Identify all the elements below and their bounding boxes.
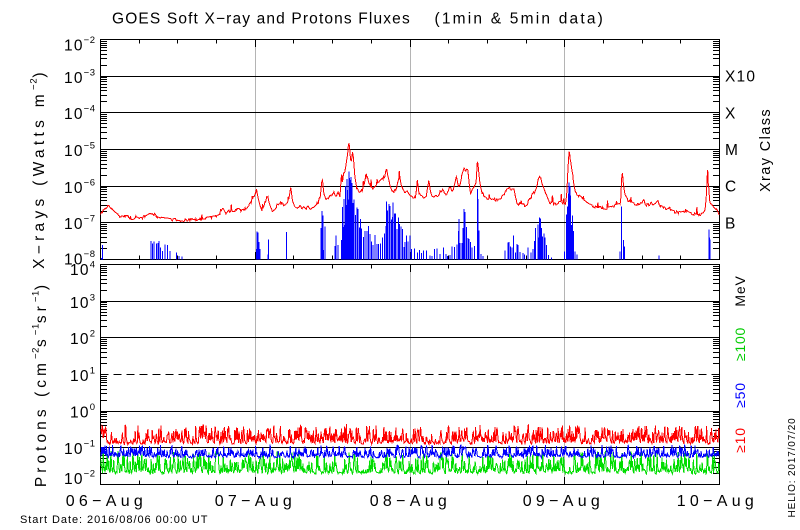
svg-text:07−Aug: 07−Aug	[215, 493, 296, 510]
svg-text:10−Aug: 10−Aug	[677, 493, 758, 510]
svg-text:08−Aug: 08−Aug	[370, 493, 451, 510]
svg-text:B: B	[725, 215, 737, 232]
svg-text:≥10: ≥10	[732, 427, 748, 453]
svg-text:09−Aug: 09−Aug	[523, 493, 604, 510]
svg-text:Start Date: 2016/08/06 00:00 U: Start Date: 2016/08/06 00:00 UT	[20, 514, 208, 526]
svg-text:GOES Soft X−ray and Protons Fl: GOES Soft X−ray and Protons Fluxes	[112, 11, 411, 28]
svg-text:100: 100	[70, 402, 95, 422]
svg-text:103: 103	[70, 292, 95, 312]
svg-text:≥100: ≥100	[732, 327, 748, 361]
svg-text:Protons (cm−2s−1sr−1): Protons (cm−2s−1sr−1)	[31, 281, 51, 487]
svg-text:(1min & 5min data): (1min & 5min data)	[435, 11, 606, 28]
svg-text:102: 102	[70, 329, 95, 349]
svg-text:X−rays (Watts m−2): X−rays (Watts m−2)	[29, 68, 49, 269]
svg-text:06−Aug: 06−Aug	[66, 493, 147, 510]
svg-text:HELIO: 2017/07/20: HELIO: 2017/07/20	[787, 417, 798, 517]
svg-text:X10: X10	[725, 69, 756, 86]
svg-text:X: X	[725, 105, 737, 122]
svg-text:MeV: MeV	[732, 275, 748, 306]
svg-text:≥50: ≥50	[732, 382, 748, 408]
svg-text:M: M	[725, 142, 739, 159]
svg-text:104: 104	[70, 259, 95, 279]
svg-text:Xray Class: Xray Class	[758, 108, 774, 192]
svg-text:101: 101	[70, 365, 95, 385]
svg-text:C: C	[725, 179, 737, 196]
